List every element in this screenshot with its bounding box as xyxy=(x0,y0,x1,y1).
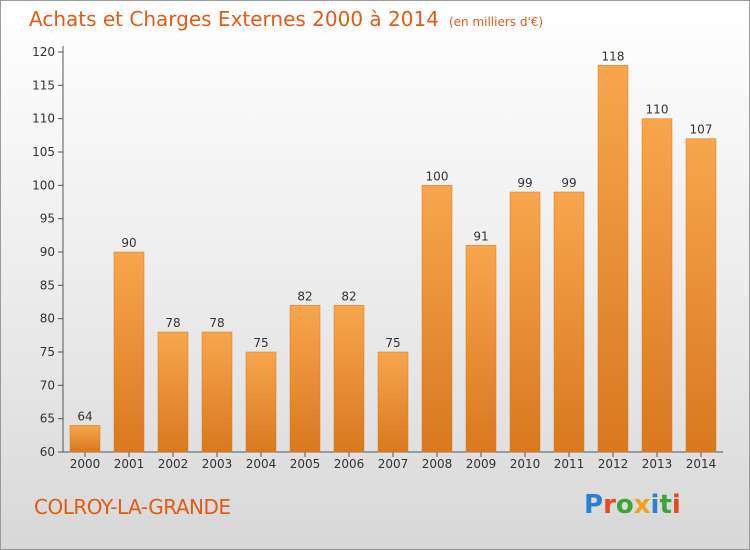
y-tick-label: 90 xyxy=(40,245,55,259)
y-tick-label: 120 xyxy=(32,45,55,59)
y-tick-label: 115 xyxy=(32,78,55,92)
x-tick-label: 2007 xyxy=(378,457,409,471)
x-tick-label: 2000 xyxy=(70,457,101,471)
data-label: 82 xyxy=(297,289,312,303)
bar-2008 xyxy=(421,185,453,453)
bar-2004 xyxy=(245,351,277,453)
data-label: 78 xyxy=(165,316,180,330)
data-label: 118 xyxy=(602,49,625,63)
proxiti-logo: Proxiti xyxy=(584,490,681,520)
chart-title: Achats et Charges Externes 2000 à 2014 xyxy=(29,7,439,31)
bar-2010 xyxy=(509,191,541,453)
bars: 64 90 78 78 75 82 82 75 100 91 99 99 118 110 107 xyxy=(69,49,717,453)
x-tick-label: 2013 xyxy=(642,457,673,471)
data-label: 78 xyxy=(209,316,224,330)
data-label: 91 xyxy=(473,229,488,243)
x-tick-label: 2011 xyxy=(554,457,585,471)
data-label: 99 xyxy=(517,176,532,190)
x-tick-label: 2014 xyxy=(686,457,717,471)
bar-2014 xyxy=(685,138,717,453)
x-tick-label: 2010 xyxy=(510,457,541,471)
logo-letter: r xyxy=(603,490,616,520)
y-tick-label: 60 xyxy=(40,445,55,459)
y-tick-label: 70 xyxy=(40,378,55,392)
bar-2000 xyxy=(69,425,101,453)
data-label: 107 xyxy=(690,123,713,137)
data-label: 100 xyxy=(426,169,449,183)
bar-2003 xyxy=(201,331,233,453)
logo-letter: i xyxy=(671,490,681,520)
x-tick-label: 2012 xyxy=(598,457,629,471)
data-label: 75 xyxy=(385,336,400,350)
logo-letter: o xyxy=(615,490,634,520)
title-row: Achats et Charges Externes 2000 à 2014 (e… xyxy=(29,7,543,31)
bar-2006 xyxy=(333,305,365,453)
x-tick-label: 2003 xyxy=(202,457,233,471)
x-tick-label: 2004 xyxy=(246,457,277,471)
y-tick-label: 100 xyxy=(32,178,55,192)
y-tick-label: 65 xyxy=(40,412,55,426)
data-label: 75 xyxy=(253,336,268,350)
bar-2013 xyxy=(641,118,673,453)
logo-letter: x xyxy=(633,490,651,520)
logo-letter: t xyxy=(659,490,672,520)
bar-2005 xyxy=(289,305,321,453)
x-tick-label: 2009 xyxy=(466,457,497,471)
x-tick-label: 2002 xyxy=(158,457,189,471)
y-tick-label: 80 xyxy=(40,312,55,326)
data-label: 110 xyxy=(646,103,669,117)
data-label: 82 xyxy=(341,289,356,303)
bar-2009 xyxy=(465,245,497,453)
chart-unit: (en milliers d'€) xyxy=(448,15,544,29)
x-tick-label: 2008 xyxy=(422,457,453,471)
x-tick-label: 2001 xyxy=(114,457,145,471)
commune-name: COLROY-LA-GRANDE xyxy=(34,495,231,519)
data-label: 99 xyxy=(561,176,576,190)
data-label: 90 xyxy=(121,236,136,250)
y-tick-label: 105 xyxy=(32,145,55,159)
bar-2001 xyxy=(113,251,145,453)
bar-2012 xyxy=(597,65,629,453)
y-tick-label: 85 xyxy=(40,278,55,292)
axes: 60 65 70 75 80 85 90 95 100 105 110 115 120 2000 2001 2… xyxy=(32,45,723,471)
bar-2002 xyxy=(157,331,189,453)
y-tick-label: 95 xyxy=(40,212,55,226)
x-tick-label: 2006 xyxy=(334,457,365,471)
data-label: 64 xyxy=(77,409,92,423)
bar-2007 xyxy=(377,351,409,453)
bar-2011 xyxy=(553,191,585,453)
logo-letter: P xyxy=(584,490,604,520)
logo-letter: i xyxy=(650,490,660,520)
x-tick-label: 2005 xyxy=(290,457,321,471)
y-tick-label: 110 xyxy=(32,112,55,126)
y-tick-label: 75 xyxy=(40,345,55,359)
